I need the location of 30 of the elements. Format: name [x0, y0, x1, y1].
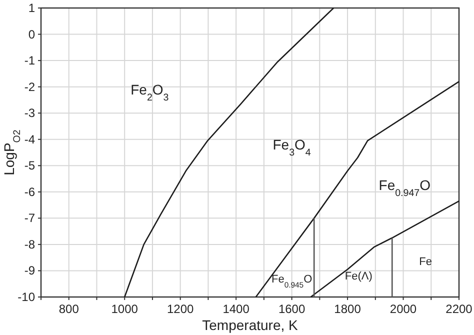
- y-tick-label: -3: [24, 106, 36, 120]
- y-tick-label: 0: [28, 27, 36, 42]
- x-tick-label: 2000: [390, 302, 417, 316]
- y-tick-label: -6: [24, 184, 36, 199]
- x-tick-label: 1000: [111, 302, 138, 316]
- y-tick-label: 1: [28, 1, 36, 15]
- y-tick-label: -10: [18, 290, 36, 304]
- annotation: Fe$_{0.947}$O: [378, 177, 431, 199]
- annotation: Fe$_{0.945}$O: [271, 274, 313, 290]
- x-tick-label: 800: [58, 302, 80, 316]
- y-tick-label: -1: [24, 54, 36, 68]
- y-tick-label: -4: [24, 132, 36, 146]
- annotation: Fe: [419, 256, 432, 268]
- x-tick-label: 1200: [166, 302, 194, 316]
- x-tick-label: 1400: [222, 302, 250, 316]
- y-tick-label: -2: [24, 80, 36, 94]
- x-tick-label: 1600: [278, 302, 306, 316]
- annotation: Fe(Λ): [344, 270, 372, 283]
- line-series: [124, 7, 334, 298]
- x-axis-title: Temperature, K: [202, 317, 299, 333]
- y-tick-label: -7: [24, 211, 36, 226]
- x-tick-label: 1800: [334, 302, 362, 316]
- y-tick-label: -9: [24, 264, 36, 278]
- annotation: Fe$_{2}$O$_{3}$: [130, 82, 170, 104]
- y-tick-label: -8: [24, 237, 36, 252]
- line-series: [310, 200, 460, 298]
- x-tick-label: 2200: [446, 302, 473, 316]
- y-tick-label: -5: [24, 158, 36, 173]
- line-series: [255, 80, 460, 298]
- annotation: Fe$_{3}$O$_{4}$: [272, 136, 312, 158]
